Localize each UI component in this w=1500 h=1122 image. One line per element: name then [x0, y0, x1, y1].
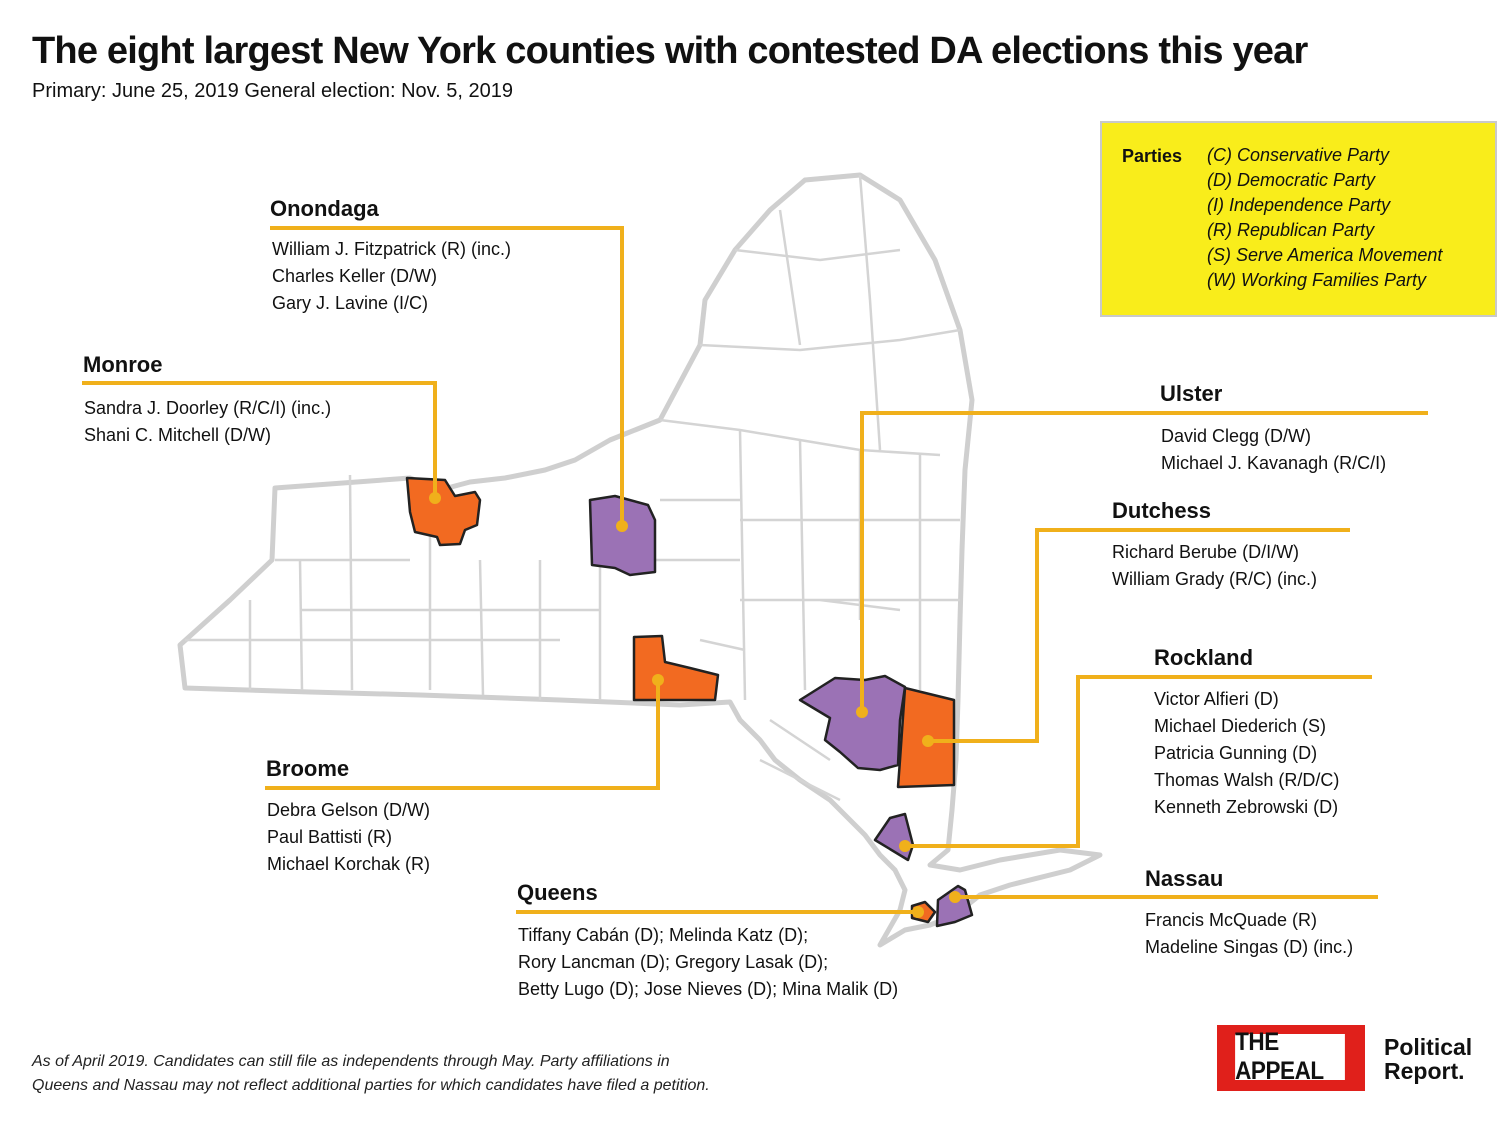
page-title: The eight largest New York counties with…: [32, 30, 1308, 72]
candidate: Shani C. Mitchell (D/W): [84, 425, 272, 445]
political-report-logo: Political Report.: [1384, 1035, 1472, 1083]
candidate: Tiffany Cabán (D); Melinda Katz (D);: [518, 925, 809, 945]
legend-item: (R) Republican Party: [1207, 220, 1375, 240]
monroe-label: Monroe: [83, 352, 163, 377]
footnote: As of April 2019. Candidates can still f…: [32, 1050, 710, 1098]
dutchess-label: Dutchess: [1112, 498, 1212, 523]
queens-candidates: Tiffany Cabán (D); Melinda Katz (D); Ror…: [518, 922, 898, 1003]
candidate: William Grady (R/C) (inc.): [1112, 569, 1317, 589]
legend-item: (W) Working Families Party: [1207, 270, 1427, 290]
candidate: Madeline Singas (D) (inc.): [1145, 937, 1354, 957]
broome-label: Broome: [266, 756, 350, 781]
onondaga-county: [588, 494, 657, 577]
dutchess-leader: [928, 528, 1350, 743]
party-legend: Parties (C) Conservative Party (D) Democ…: [1100, 121, 1497, 317]
broome-dot: [652, 674, 664, 686]
candidate: Sandra J. Doorley (R/C/I) (inc.): [84, 398, 332, 418]
onondaga-leader: [270, 226, 624, 526]
candidate: Gary J. Lavine (I/C): [272, 293, 429, 313]
footnote-line: Queens and Nassau may not reflect additi…: [32, 1077, 710, 1094]
legend-item: (S) Serve America Movement: [1207, 245, 1443, 265]
ulster-label: Ulster: [1160, 381, 1223, 406]
leader-lines: [82, 226, 1428, 914]
candidate: Charles Keller (D/W): [272, 266, 438, 286]
dutchess-dot: [922, 735, 934, 747]
logo-line: Report.: [1384, 1058, 1465, 1084]
candidate: David Clegg (D/W): [1161, 426, 1312, 446]
legend-item: (D) Democratic Party: [1207, 170, 1376, 190]
onondaga-label: Onondaga: [270, 196, 379, 221]
page-subtitle: Primary: June 25, 2019 General election:…: [32, 80, 514, 102]
rockland-candidates: Victor Alfieri (D) Michael Diederich (S)…: [1154, 686, 1339, 821]
legend-list: (C) Conservative Party (D) Democratic Pa…: [1207, 143, 1442, 293]
candidate: Richard Berube (D/I/W): [1112, 542, 1300, 562]
candidate: Patricia Gunning (D): [1154, 743, 1318, 763]
rockland-leader: [905, 675, 1372, 848]
leader-dots: [429, 492, 961, 918]
ulster-dot: [856, 706, 868, 718]
ulster-leader: [860, 411, 1428, 712]
candidate: Michael J. Kavanagh (R/C/I): [1161, 453, 1387, 473]
legend-item: (I) Independence Party: [1207, 195, 1391, 215]
logo-wordmark: THE APPEAL: [1235, 1028, 1345, 1085]
candidate: Rory Lancman (D); Gregory Lasak (D);: [518, 952, 829, 972]
queens-dot: [912, 906, 924, 918]
candidate: Betty Lugo (D); Jose Nieves (D); Mina Ma…: [518, 979, 899, 999]
logo-line: Political: [1384, 1034, 1473, 1060]
candidate: Debra Gelson (D/W): [267, 800, 431, 820]
dutchess-candidates: Richard Berube (D/I/W) William Grady (R/…: [1112, 539, 1317, 593]
onondaga-dot: [616, 520, 628, 532]
monroe-dot: [429, 492, 441, 504]
rockland-dot: [899, 840, 911, 852]
candidate: Kenneth Zebrowski (D): [1154, 797, 1339, 817]
candidate: Francis McQuade (R): [1145, 910, 1318, 930]
candidate: Thomas Walsh (R/D/C): [1154, 770, 1340, 790]
legend-item: (C) Conservative Party: [1207, 145, 1390, 165]
candidate: William J. Fitzpatrick (R) (inc.): [272, 239, 511, 259]
monroe-county: [405, 476, 482, 547]
monroe-candidates: Sandra J. Doorley (R/C/I) (inc.) Shani C…: [84, 395, 331, 449]
onondaga-candidates: William J. Fitzpatrick (R) (inc.) Charle…: [272, 236, 511, 317]
candidate: Victor Alfieri (D): [1154, 689, 1279, 709]
county-borders: [185, 174, 961, 802]
rockland-label: Rockland: [1154, 645, 1254, 670]
broome-candidates: Debra Gelson (D/W) Paul Battisti (R) Mic…: [267, 797, 430, 878]
footnote-line: As of April 2019. Candidates can still f…: [32, 1053, 670, 1070]
candidate: Michael Diederich (S): [1154, 716, 1327, 736]
the-appeal-logo: THE APPEAL: [1217, 1025, 1365, 1091]
legend-title: Parties: [1122, 146, 1183, 166]
nassau-dot: [949, 891, 961, 903]
queens-label: Queens: [517, 880, 598, 905]
broome-leader: [265, 680, 660, 790]
ulster-county: [798, 674, 907, 772]
candidate: Paul Battisti (R): [267, 827, 393, 847]
monroe-leader: [82, 381, 437, 498]
nassau-label: Nassau: [1145, 866, 1224, 891]
ulster-candidates: David Clegg (D/W) Michael J. Kavanagh (R…: [1161, 423, 1386, 477]
nassau-candidates: Francis McQuade (R) Madeline Singas (D) …: [1145, 907, 1353, 961]
candidate: Michael Korchak (R): [267, 854, 431, 874]
